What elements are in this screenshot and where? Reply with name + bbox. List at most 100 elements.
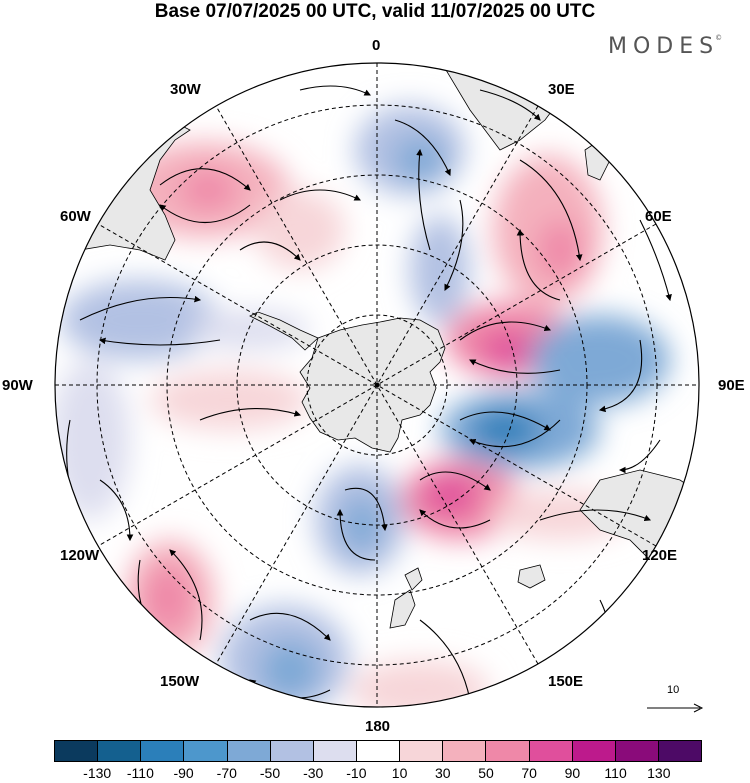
anomaly-negative-drake-passage: [60, 280, 220, 360]
colorbar-cell: [270, 741, 314, 761]
streamline: [444, 199, 464, 291]
colorbar-ticks: -130 -110 -90 -70 -50 -30 -10 10 30 50 70 90 110 130: [0, 765, 750, 783]
colorbar-cell: [572, 741, 616, 761]
anomaly-positive-south-pacific-core: [143, 563, 193, 633]
lon-label-150e: 150E: [548, 673, 584, 690]
colorbar-cell: [529, 741, 573, 761]
colorbar-tick-label: 130: [647, 765, 671, 781]
colorbar-tick-label: -130: [83, 765, 112, 781]
streamline: [639, 219, 672, 302]
anomaly-negative-weddell: [410, 215, 470, 325]
modes-logo: MODES©: [608, 34, 722, 59]
colorbar-cell: [141, 741, 185, 761]
streamline: [79, 295, 202, 321]
lon-label-120e: 120E: [642, 547, 678, 564]
streamline: [519, 159, 583, 262]
copyright-mark: ©: [715, 34, 723, 42]
streamline: [618, 439, 661, 474]
map-title: Base 07/07/2025 00 UTC, valid 11/07/2025…: [154, 1, 596, 22]
map-boundary: [54, 62, 700, 708]
colorbar-tick-label: -50: [259, 765, 281, 781]
lon-label-60e: 60E: [645, 208, 672, 225]
anomaly-negative-ross-core: [342, 497, 382, 553]
colorbar-cell: [313, 741, 357, 761]
lon-label-60w: 60W: [60, 208, 91, 225]
lon-label-90w: 90W: [2, 377, 33, 394]
streamline: [459, 411, 551, 431]
streamline: [336, 508, 376, 561]
streamline: [598, 339, 643, 413]
new-zealand-south: [389, 589, 416, 629]
anomaly-negative-south-pacific-core: [260, 640, 320, 700]
streamline: [459, 321, 552, 341]
anomaly-negative-southeast-pacific: [55, 360, 130, 520]
polar-map: [54, 62, 700, 708]
anomaly-positive-south-atlantic-core: [180, 170, 236, 210]
colorbar-cell: [184, 741, 228, 761]
streamline: [394, 119, 451, 177]
south-pole-marker: [374, 382, 380, 388]
colorbar-tick-label: -90: [173, 765, 194, 781]
lon-label-180: 180: [365, 718, 391, 735]
anomaly-positive-east-antarctic-core: [480, 332, 540, 368]
anomaly-weak-positive-weddell-north: [255, 190, 345, 270]
anomaly-weak-positive-ross-north: [350, 660, 490, 707]
streamline: [468, 419, 561, 448]
colorbar-tick-label: 50: [478, 765, 494, 781]
colorbar-cell: [98, 741, 142, 761]
lon-label-120w: 120W: [60, 547, 100, 564]
streamline: [159, 204, 251, 223]
anomaly-weak-positive-amundsen: [150, 370, 310, 430]
streamline: [419, 471, 491, 491]
anomaly-negative-atlantic-core: [395, 138, 445, 182]
lon-label-150w: 150W: [160, 673, 200, 690]
colorbar-cell: [356, 741, 401, 761]
colorbar-cell: [55, 741, 99, 761]
streamline: [159, 168, 251, 191]
streamline: [299, 85, 371, 96]
streamline: [249, 612, 331, 641]
colorbar-tick-label: 90: [564, 765, 581, 781]
streamline: [199, 408, 302, 421]
tasmania: [517, 564, 546, 589]
streamline: [419, 509, 491, 529]
streamline: [344, 487, 388, 532]
colorbar-cell: [658, 741, 702, 761]
brand-text: MODES: [608, 34, 720, 59]
streamline: [239, 241, 301, 261]
colorbar-tick-label: 110: [604, 765, 627, 781]
lon-label-0: 0: [372, 37, 381, 54]
streamline: [516, 228, 561, 301]
lon-label-90e: 90E: [718, 377, 745, 394]
colorbar-tick-label: -70: [216, 765, 237, 781]
reference-vector-arrow: [647, 703, 704, 713]
streamline: [419, 619, 473, 702]
new-zealand-north: [404, 567, 423, 591]
colorbar-tick-label: -10: [346, 765, 367, 781]
streamline: [539, 509, 652, 522]
colorbar-tick-label: -30: [303, 765, 324, 781]
anomaly-positive-australian-core: [422, 475, 478, 515]
lon-label-30w: 30W: [170, 81, 201, 98]
colorbar-tick-label: 30: [435, 765, 451, 781]
streamline: [99, 479, 134, 542]
colorbar-cell: [486, 741, 530, 761]
streamline: [279, 189, 361, 201]
colorbar-tick-label: 10: [391, 765, 408, 781]
colorbar-cell: [400, 741, 444, 761]
colorbar: [54, 740, 702, 762]
lon-label-30e: 30E: [548, 81, 575, 98]
streamline: [98, 337, 221, 346]
streamline: [469, 359, 561, 374]
reference-vector-label: 10: [667, 684, 680, 696]
streamline: [479, 89, 541, 121]
streamline: [416, 148, 431, 251]
anomaly-negative-indian-east-core: [470, 410, 540, 450]
colorbar-tick-label: -110: [126, 765, 154, 781]
anomaly-negative-south-indian: [530, 315, 670, 405]
streamline: [169, 549, 203, 641]
colorbar-cell: [227, 741, 271, 761]
colorbar-tick-label: 70: [521, 765, 537, 781]
colorbar-cell: [615, 741, 659, 761]
colorbar-cell: [443, 741, 487, 761]
